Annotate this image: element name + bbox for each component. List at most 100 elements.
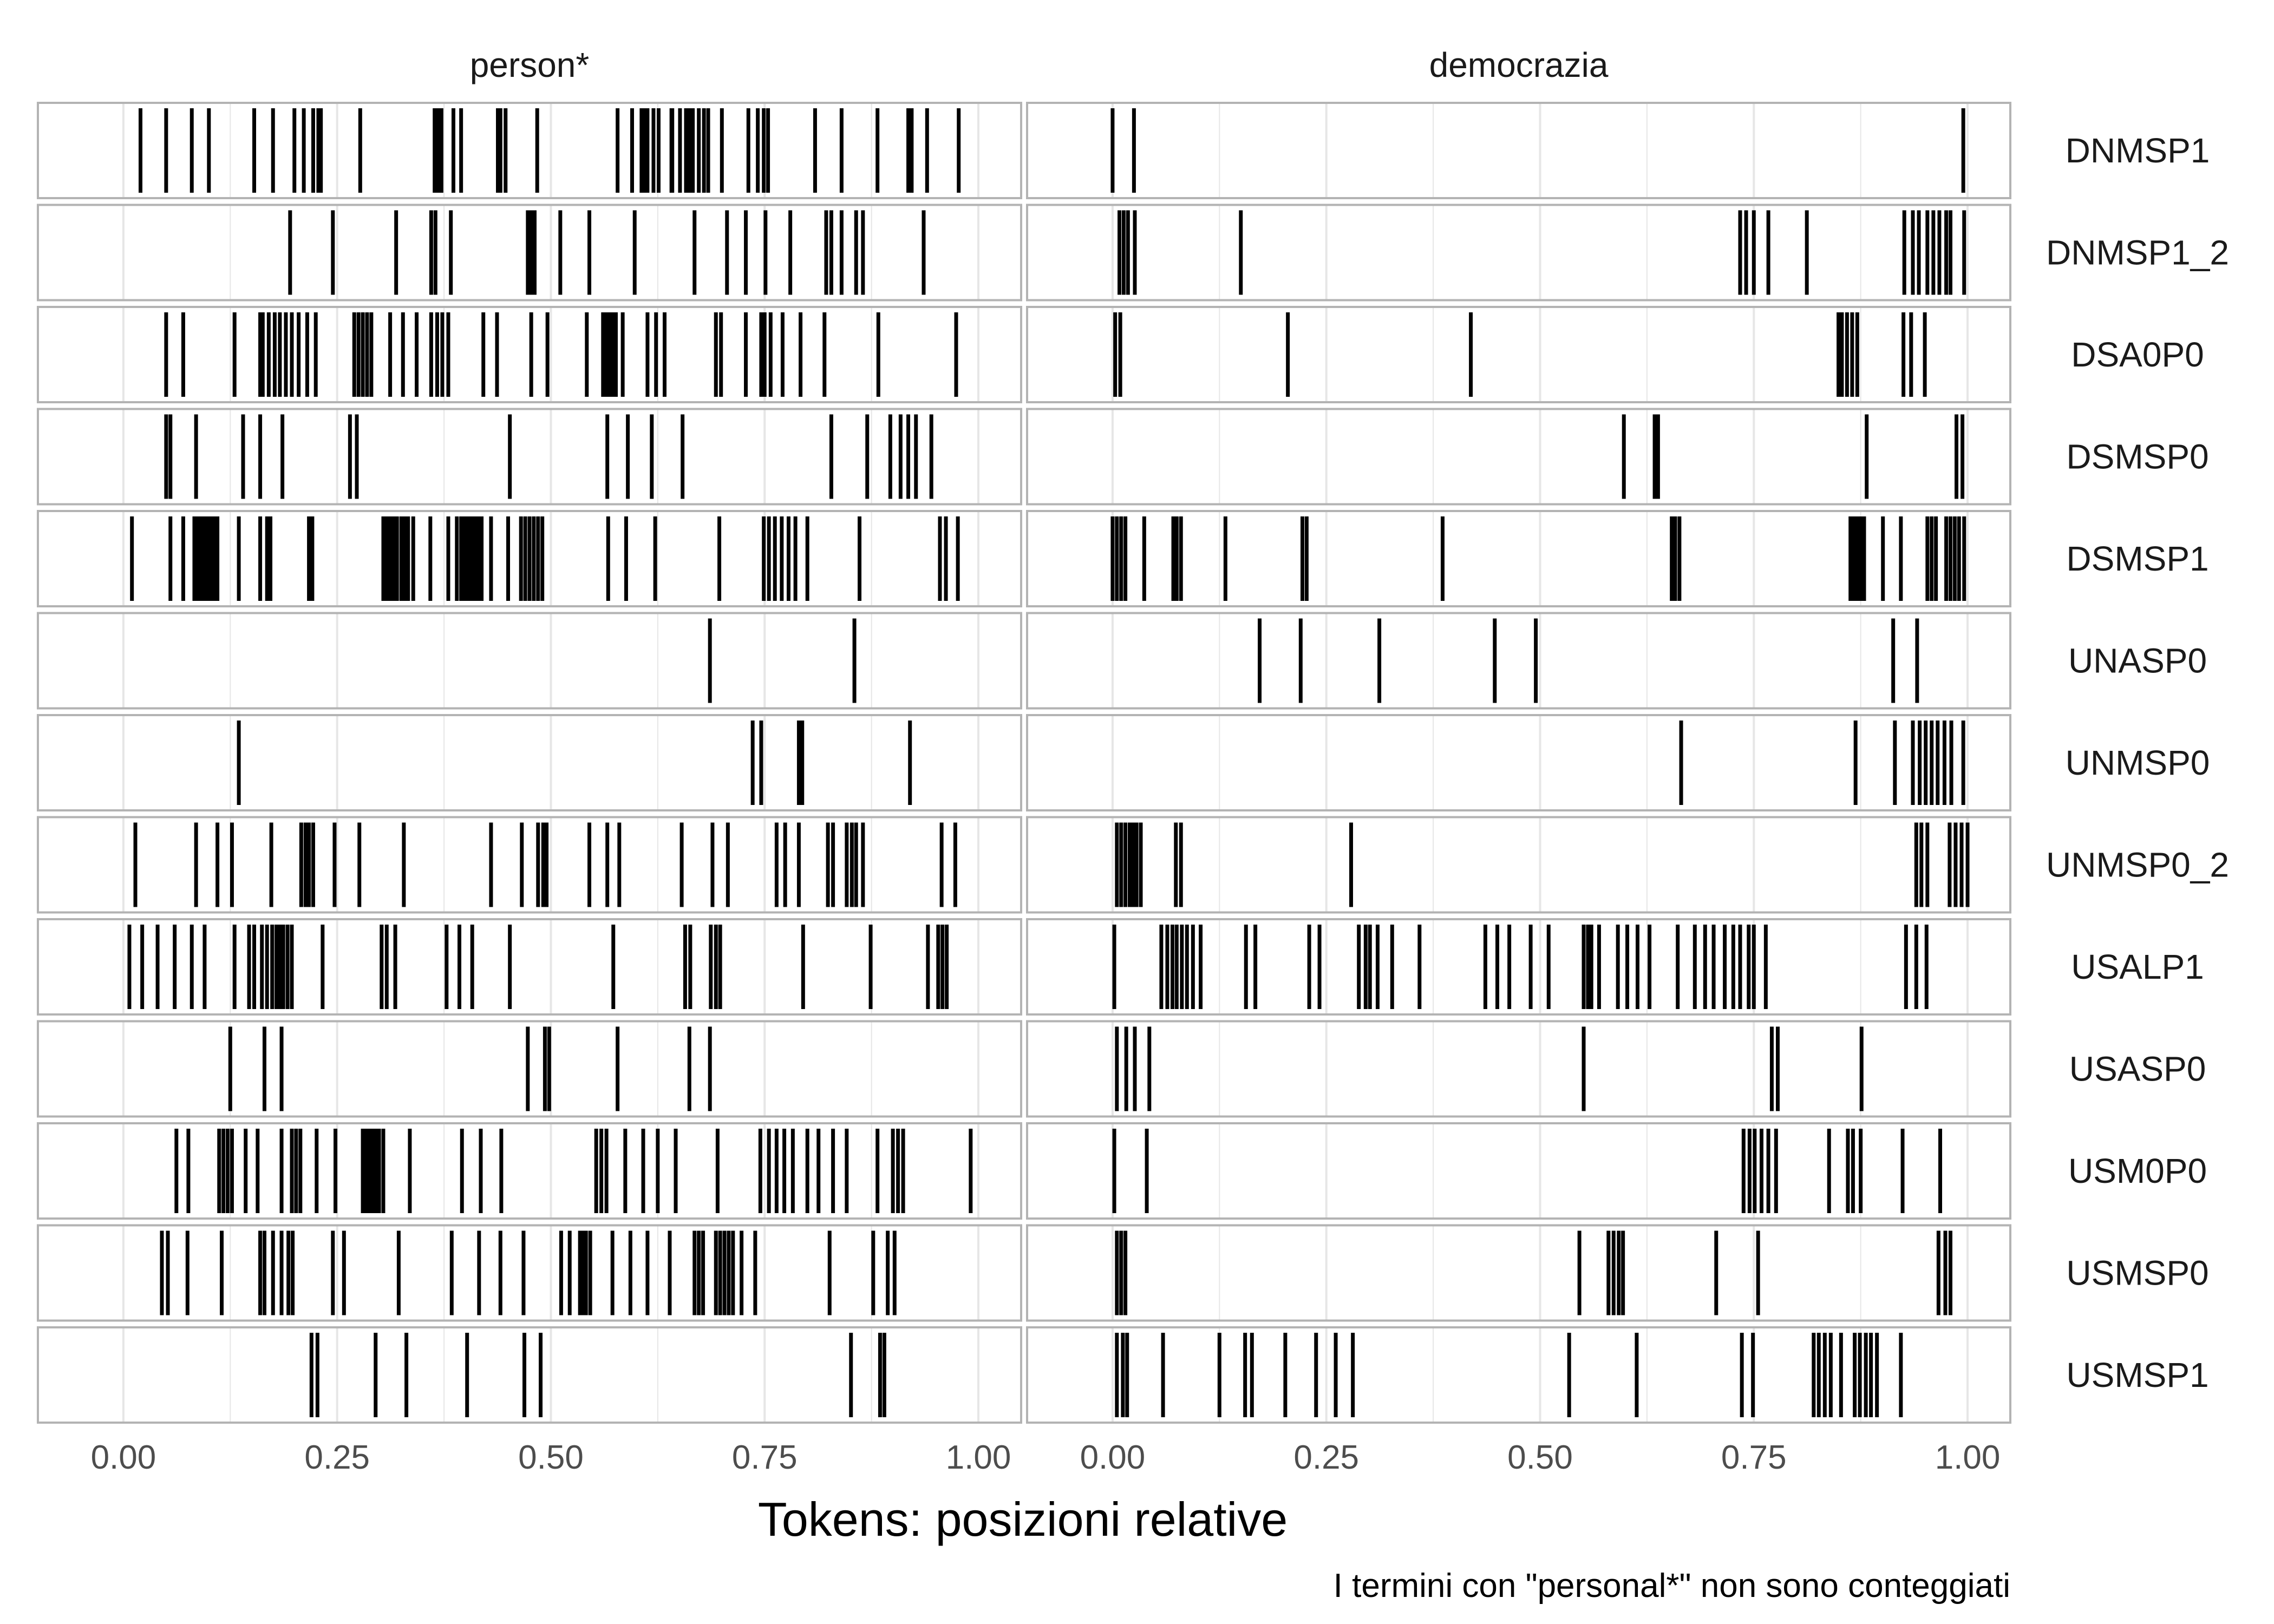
panel <box>37 204 1022 302</box>
panel-border <box>1026 1224 2011 1322</box>
panel <box>37 102 1022 199</box>
panel <box>37 816 1022 914</box>
panel-background <box>38 1123 1021 1219</box>
x-tick-label: 0.25 <box>1293 1439 1359 1476</box>
panel <box>1026 612 2011 710</box>
panel-border <box>1026 306 2011 403</box>
x-tick-label: 0.25 <box>304 1439 370 1476</box>
panel <box>37 612 1022 710</box>
panel-border <box>1026 510 2011 607</box>
row-label: DSMSP1 <box>2066 539 2208 578</box>
panel-border <box>37 816 1022 914</box>
row-label: DSA0P0 <box>2071 335 2204 374</box>
chart-caption: I termini con "personal*" non sono conte… <box>1334 1567 2010 1605</box>
panel-border <box>1026 1326 2011 1424</box>
panel-background <box>38 1225 1021 1321</box>
panels <box>37 102 2011 1424</box>
row-label: DNMSP1 <box>2066 131 2210 170</box>
panel <box>1026 714 2011 811</box>
panel <box>1026 1326 2011 1424</box>
panel-border <box>37 612 1022 710</box>
panel-background <box>1027 919 2010 1014</box>
panel-background <box>38 919 1021 1014</box>
panel-border <box>37 1020 1022 1118</box>
panel <box>1026 204 2011 302</box>
panel-background <box>1027 511 2010 606</box>
x-axis-title: Tokens: posizioni relative <box>758 1492 1288 1546</box>
panel-border <box>37 1224 1022 1322</box>
panel-border <box>37 306 1022 403</box>
panel-border <box>1026 102 2011 199</box>
panel <box>37 306 1022 403</box>
panel-background <box>1027 1225 2010 1321</box>
row-label: USMSP1 <box>2066 1355 2208 1394</box>
panel-border <box>1026 1122 2011 1220</box>
x-tick-label: 0.00 <box>1080 1439 1146 1476</box>
panel-background <box>1027 307 2010 402</box>
row-label: UNASP0 <box>2068 641 2207 680</box>
panel-background <box>38 103 1021 198</box>
panel-border <box>1026 918 2011 1016</box>
panel <box>1026 102 2011 199</box>
panel-background <box>1027 1021 2010 1117</box>
panel-background <box>1027 103 2010 198</box>
row-label: USASP0 <box>2069 1050 2206 1089</box>
panel-background <box>1027 1123 2010 1219</box>
row-label: DNMSP1_2 <box>2046 233 2229 272</box>
panel-border <box>1026 612 2011 710</box>
panel <box>1026 816 2011 914</box>
panel-background <box>1027 409 2010 505</box>
panel <box>1026 510 2011 607</box>
panel-border <box>37 918 1022 1016</box>
panel-border <box>37 204 1022 302</box>
panel <box>1026 1122 2011 1220</box>
panel <box>1026 306 2011 403</box>
row-label: UNMSP0_2 <box>2046 846 2229 885</box>
panel <box>1026 408 2011 506</box>
panel-border <box>37 1326 1022 1424</box>
row-labels: DNMSP1 DNMSP1_2 DSA0P0 DSMSP0 DSMSP1 UNASP0 UN… <box>2046 131 2229 1394</box>
row-label: USMSP0 <box>2066 1254 2208 1293</box>
panel-border <box>1026 714 2011 811</box>
panel-border <box>37 1122 1022 1220</box>
facet-titles: person* democrazia <box>470 45 1609 84</box>
x-tick-label: 0.50 <box>1507 1439 1573 1476</box>
x-tick-label: 1.00 <box>1935 1439 2001 1476</box>
panel-border <box>37 510 1022 607</box>
panel <box>1026 1224 2011 1322</box>
x-tick-label: 0.75 <box>732 1439 798 1476</box>
panel-background <box>1027 715 2010 810</box>
panel <box>37 1224 1022 1322</box>
panel <box>37 408 1022 506</box>
panel-border <box>1026 816 2011 914</box>
row-label: USALP1 <box>2071 947 2204 986</box>
panel <box>37 1122 1022 1220</box>
row-label: DSMSP0 <box>2066 437 2208 476</box>
panel-background <box>1027 613 2010 709</box>
panel-background <box>38 715 1021 810</box>
x-tick-label: 1.00 <box>946 1439 1011 1476</box>
panel-background <box>1027 205 2010 300</box>
x-tick-label: 0.75 <box>1721 1439 1787 1476</box>
panel-border <box>37 408 1022 506</box>
panel-border <box>37 102 1022 199</box>
panel <box>1026 1020 2011 1118</box>
panel-border <box>1026 204 2011 302</box>
panel-background <box>1027 1327 2010 1423</box>
panel <box>37 918 1022 1016</box>
panel <box>37 714 1022 811</box>
panel-border <box>1026 1020 2011 1118</box>
panel-background <box>38 817 1021 913</box>
panel-border <box>37 714 1022 811</box>
x-tick-label: 0.50 <box>518 1439 584 1476</box>
panel <box>37 1020 1022 1118</box>
panel <box>1026 918 2011 1016</box>
x-tick-label: 0.00 <box>91 1439 156 1476</box>
x-tick-labels: 0.00 0.25 0.50 0.75 1.00 0.00 0.25 0.50 0.75 1.00 <box>91 1439 2001 1476</box>
facet-title: person* <box>470 45 590 84</box>
panel-background <box>1027 817 2010 913</box>
panel <box>37 510 1022 607</box>
panel-background <box>38 1327 1021 1423</box>
panel <box>37 1326 1022 1424</box>
